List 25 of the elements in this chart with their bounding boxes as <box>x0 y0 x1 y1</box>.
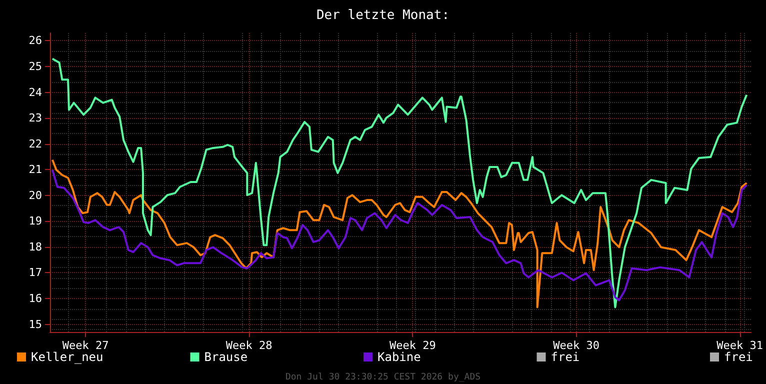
y-tick-label: 19 <box>28 214 42 228</box>
x-tick-label: Week 30 <box>553 339 600 352</box>
y-tick-label: 26 <box>28 34 42 48</box>
x-tick-label: Week 27 <box>62 339 109 352</box>
legend-label: Keller_neu <box>31 350 104 364</box>
y-tick-label: 25 <box>28 60 42 74</box>
x-tick-label: Week 29 <box>390 339 436 352</box>
legend-label: Kabine <box>378 350 421 364</box>
y-tick-label: 21 <box>28 163 42 176</box>
y-tick-label: 23 <box>28 112 42 125</box>
line-series <box>51 58 748 308</box>
y-tick-label: 16 <box>28 292 42 305</box>
chart-title: Der letzte Monat: <box>316 8 450 23</box>
y-tick-label: 24 <box>28 86 42 99</box>
y-tick-label: 15 <box>28 318 42 331</box>
y-tick-label: 20 <box>28 188 42 202</box>
text: Don Jul 30 23:30:25 CEST 2026 by_ADS <box>285 372 481 382</box>
y-tick-label: 17 <box>28 266 42 280</box>
x-tick-label: Week 28 <box>226 339 272 352</box>
y-tick-label: 18 <box>28 240 42 254</box>
y-tick-label: 22 <box>28 137 42 150</box>
legend-label: frei <box>724 350 753 364</box>
legend-label: Brause <box>204 350 248 364</box>
x-tick-label: Week 31 <box>716 339 763 352</box>
legend-label: frei <box>550 350 580 364</box>
